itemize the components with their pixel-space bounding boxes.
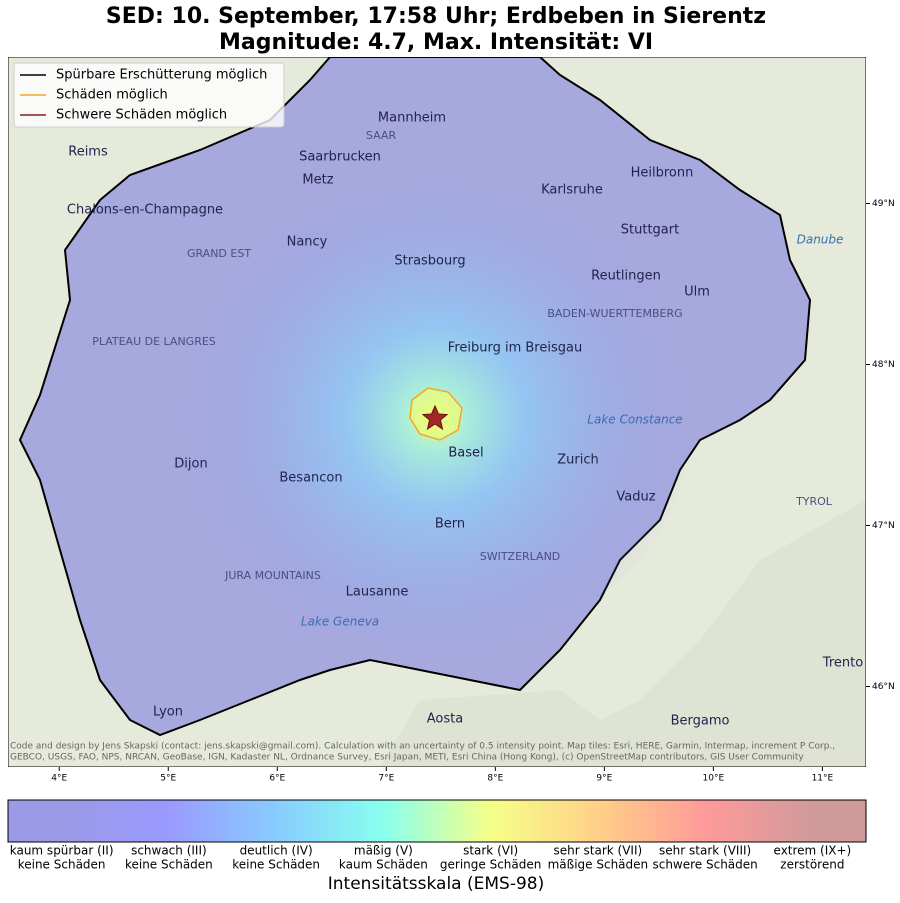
x-tick-label: 4°E: [51, 774, 67, 784]
x-tick-label: 8°E: [487, 774, 503, 784]
title: Magnitude: 4.7, Max. Intensität: VI: [219, 30, 653, 55]
map: Mannheim Heilbronn Saarbrucken Metz Karlsruh…: [8, 57, 866, 767]
class-level: schwach (III): [131, 844, 207, 858]
place-label: TYROL: [795, 495, 833, 508]
places: Mannheim Heilbronn Saarbrucken Metz Karlsruh…: [67, 111, 863, 729]
place-label: Reims: [68, 145, 108, 160]
x-tick-label: 5°E: [160, 774, 176, 784]
class-damage: keine Schäden: [232, 858, 320, 872]
place-label: Lyon: [153, 705, 183, 720]
class-damage: schwere Schäden: [652, 858, 757, 872]
place-label: Ulm: [684, 285, 710, 300]
legend-label: Schwere Schäden möglich: [56, 108, 227, 123]
class-level: sehr stark (VIII): [659, 844, 751, 858]
axes: 4°E 5°E 6°E 7°E 8°E 9°E 10°E 11°E 46°N 47°N 48°N 49…: [51, 199, 894, 783]
title: SED: 10. September, 17:58 Uhr; Erdbeben …: [106, 4, 766, 29]
class-level: deutlich (IV): [240, 844, 313, 858]
class-damage: kaum Schäden: [339, 858, 428, 872]
place-label: Lake Geneva: [301, 615, 379, 629]
class-level: sehr stark (VII): [554, 844, 643, 858]
class-level: kaum spürbar (II): [10, 844, 114, 858]
place-label: JURA MOUNTAINS: [224, 569, 321, 582]
x-tick-label: 7°E: [378, 774, 394, 784]
alps: [380, 500, 866, 767]
class-level: mäßig (V): [354, 844, 413, 858]
attribution: Code and design by Jens Skapski (contact…: [10, 742, 835, 752]
place-label: SAAR: [366, 129, 397, 142]
y-tick-label: 46°N: [872, 682, 895, 692]
place-label: Metz: [302, 173, 333, 188]
place-label: GRAND EST: [187, 247, 251, 260]
place-label: Strasbourg: [394, 254, 465, 269]
class-damage: zerstörend: [780, 858, 844, 872]
place-label: Vaduz: [616, 490, 655, 505]
place-label: Stuttgart: [621, 223, 679, 238]
colorbar-title: Intensitätsskala (EMS-98): [328, 874, 544, 894]
legend: Spürbare Erschütterung möglich Schäden mö…: [13, 62, 285, 128]
y-tick-label: 47°N: [872, 521, 895, 531]
place-label: Heilbronn: [631, 166, 694, 181]
x-tick-label: 11°E: [812, 774, 834, 784]
place-label: Chalons-en-Champagne: [67, 203, 223, 218]
x-tick-label: 9°E: [596, 774, 612, 784]
place-label: Reutlingen: [591, 269, 661, 284]
legend-label: Spürbare Erschütterung möglich: [56, 68, 267, 83]
class-damage: keine Schäden: [18, 858, 106, 872]
legend-label: Schäden möglich: [56, 88, 168, 103]
y-tick-label: 49°N: [872, 199, 895, 209]
place-label: Aosta: [427, 712, 463, 727]
x-tick-label: 10°E: [703, 774, 725, 784]
place-label: Lake Constance: [587, 413, 682, 427]
place-label: SWITZERLAND: [480, 550, 561, 563]
place-label: Zurich: [557, 453, 599, 468]
class-level: stark (VI): [463, 844, 518, 858]
colorbar: [7, 799, 867, 843]
attribution: GEBCO, USGS, FAO, NPS, NRCAN, GeoBase, I…: [10, 753, 804, 763]
class-level: extrem (IX+): [774, 844, 852, 858]
place-label: Lausanne: [346, 585, 409, 600]
class-damage: keine Schäden: [125, 858, 213, 872]
x-tick-label: 6°E: [269, 774, 285, 784]
place-label: Mannheim: [378, 111, 446, 126]
place-label: BADEN-WUERTTEMBERG: [547, 307, 682, 320]
place-label: Freiburg im Breisgau: [448, 341, 582, 356]
place-label: PLATEAU DE LANGRES: [92, 335, 216, 348]
place-label: Dijon: [174, 457, 207, 472]
class-damage: mäßige Schäden: [548, 858, 649, 872]
class-damage: geringe Schäden: [440, 858, 541, 872]
place-label: Saarbrucken: [299, 150, 381, 165]
epicenter: [421, 404, 449, 431]
place-label: Danube: [797, 233, 844, 247]
place-label: Bern: [435, 517, 465, 532]
place-label: Bergamo: [671, 714, 730, 729]
place-label: Besancon: [279, 471, 342, 486]
place-label: Karlsruhe: [541, 183, 603, 198]
place-label: Nancy: [287, 235, 328, 250]
place-label: Trento: [822, 656, 863, 671]
place-label: Basel: [448, 446, 483, 461]
y-tick-label: 48°N: [872, 360, 895, 370]
